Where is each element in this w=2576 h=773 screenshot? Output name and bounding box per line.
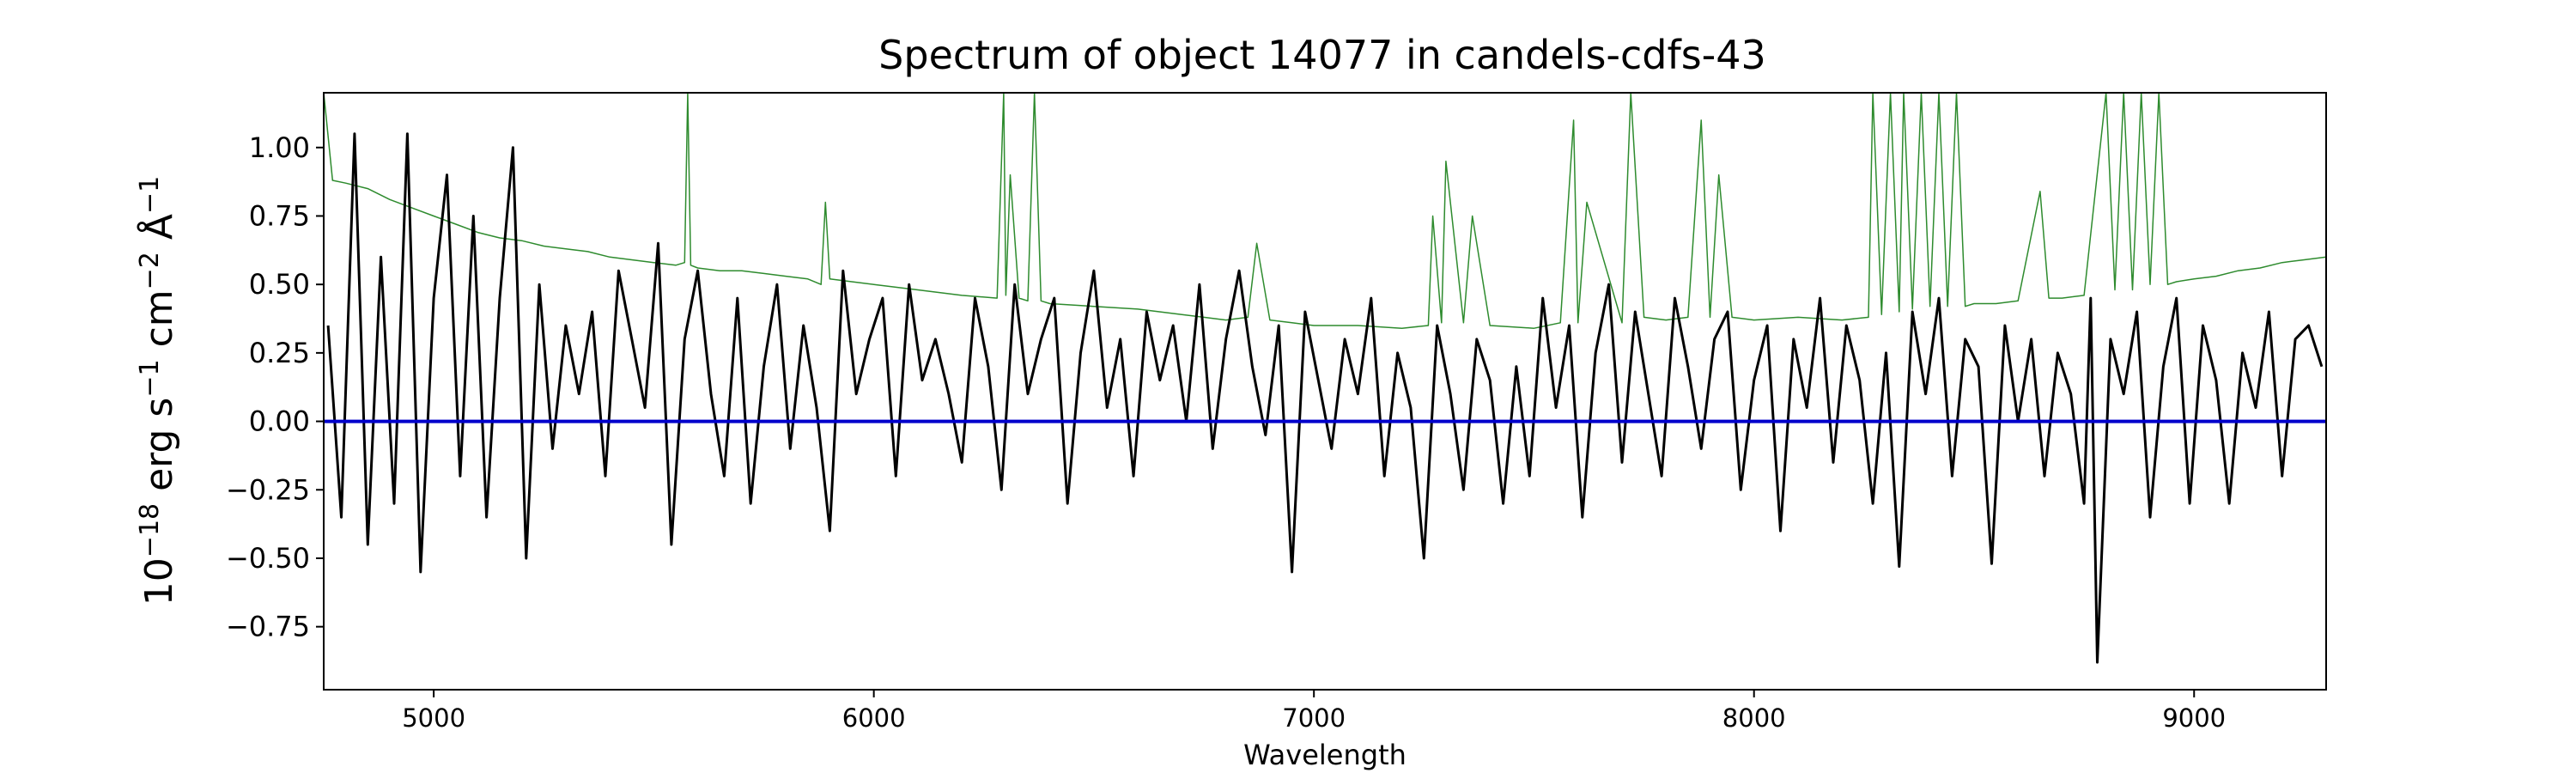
- y-axis-label-unit-1: erg s: [137, 398, 181, 503]
- y-axis-label-exp-3: −2: [135, 252, 165, 289]
- x-tick-label: 8000: [1722, 703, 1786, 733]
- ticks-layer: 5000 6000 7000 8000 9000 1.00 0.75 0.50 0.25 0.00…: [226, 131, 2226, 733]
- series-error-line: [324, 93, 2326, 329]
- y-tick-label: 0.25: [249, 337, 310, 369]
- y-tick-label: −0.75: [226, 611, 310, 643]
- y-tick-label: 1.00: [249, 131, 310, 164]
- y-axis-label: 10−18 erg s−1 cm−2 Å−1: [135, 176, 181, 606]
- y-tick-label: 0.00: [249, 405, 310, 438]
- x-tick-label: 6000: [842, 703, 906, 733]
- y-axis-label-unit-3: Å: [136, 214, 181, 252]
- y-axis-label-exp-4: −1: [135, 176, 165, 214]
- y-tick-label: −0.50: [226, 542, 310, 575]
- chart-title: Spectrum of object 14077 in candels-cdfs…: [878, 32, 1766, 78]
- x-tick-label: 9000: [2162, 703, 2226, 733]
- y-tick-label: −0.25: [226, 473, 310, 506]
- y-axis-label-exp-2: −1: [135, 359, 165, 397]
- y-axis-label-exp-1: −18: [135, 503, 165, 557]
- x-tick-label: 7000: [1282, 703, 1346, 733]
- y-axis-label-base: 10: [137, 557, 181, 606]
- series-layer: [324, 93, 2326, 664]
- y-axis-label-unit-2: cm: [137, 289, 181, 359]
- plot-frame: [323, 92, 2327, 691]
- x-tick-label: 5000: [402, 703, 465, 733]
- series-flux-line: [326, 132, 2324, 664]
- y-tick-label: 0.75: [249, 199, 310, 232]
- y-tick-label: 0.50: [249, 268, 310, 301]
- x-axis-label: Wavelength: [1243, 739, 1406, 771]
